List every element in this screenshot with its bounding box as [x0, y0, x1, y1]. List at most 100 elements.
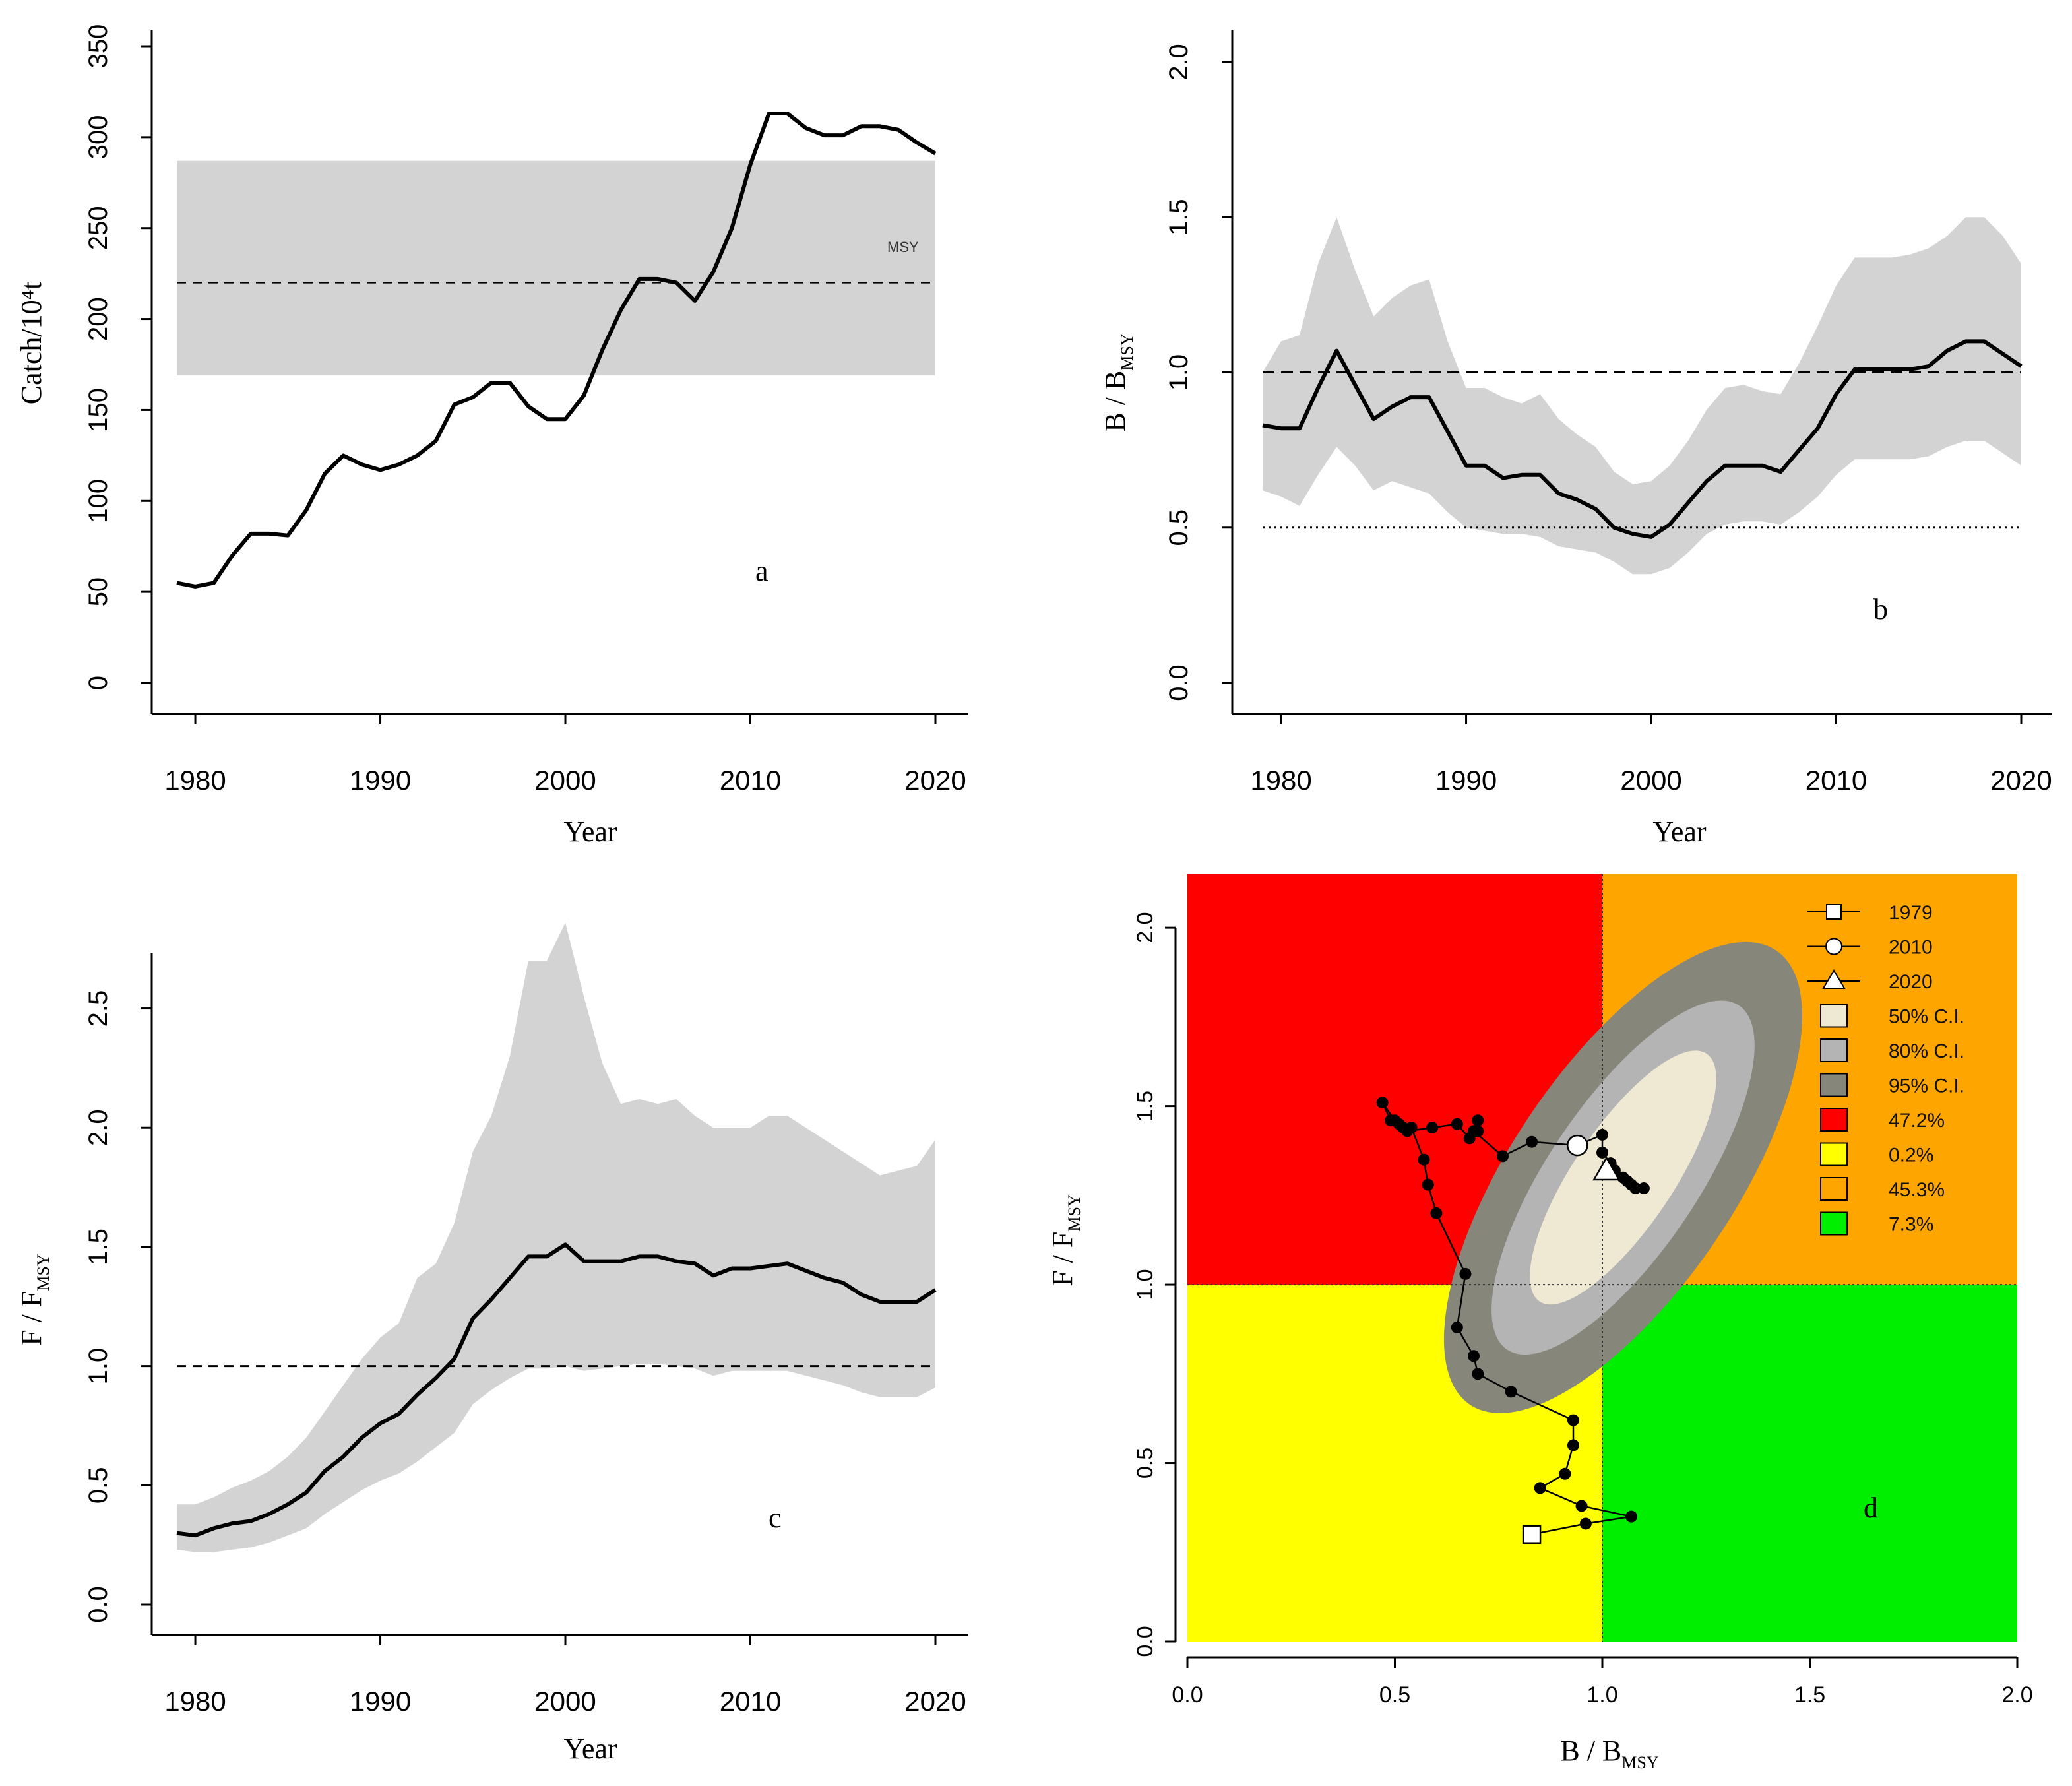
kobe-trajectory-point	[1534, 1482, 1546, 1494]
2-x-tick-label: 2010	[720, 1686, 781, 1717]
panel-d-ylabel-main: F / F	[1046, 1232, 1079, 1287]
kobe-y-tick-label: 2.0	[1133, 912, 1158, 943]
kobe-trajectory-point	[1637, 1182, 1650, 1195]
panel-c-label: c	[769, 1502, 782, 1534]
2-x-tick-label: 1990	[350, 1686, 411, 1717]
panel-d-xlabel: B / BMSY	[1560, 1735, 1659, 1772]
panel-b-ylabel-sub: MSY	[1117, 333, 1137, 371]
0-y-tick-label: 0	[84, 676, 113, 690]
kobe-trajectory-point	[1629, 1182, 1642, 1195]
kobe-trajectory-point	[1596, 1146, 1608, 1159]
panel-b-series-line	[1262, 339, 2023, 539]
kobe-trajectory-point	[1468, 1350, 1480, 1362]
legend-label: 80% C.I.	[1889, 1040, 1964, 1062]
0-y-tick-label: 350	[84, 24, 113, 69]
legend-swatch	[1820, 1004, 1848, 1028]
kobe-y-tick-label: 1.0	[1133, 1269, 1158, 1300]
kobe-end-2020-triangle	[1592, 1156, 1621, 1181]
0-y-tick-label: 150	[84, 388, 113, 432]
kobe-quadrant-green	[1602, 1285, 2017, 1642]
0-y-tick-label: 250	[84, 206, 113, 250]
kobe-x-tick-label: 0.0	[1172, 1682, 1203, 1707]
kobe-trajectory-point	[1422, 1178, 1434, 1191]
1-y-tick-label: 0.5	[1164, 509, 1193, 546]
kobe-trajectory-point	[1472, 1114, 1484, 1127]
panel-c-ylabel: F / FMSY	[15, 1254, 53, 1346]
legend-square-symbol	[1826, 904, 1842, 920]
panel-d-kobe-plot: d B / BMSY F / FMSY 0.0 0.5 1.0 1.5 2.0 0.0 0.…	[1046, 874, 2033, 1772]
kobe-trajectory-point	[1559, 1467, 1571, 1480]
0-y-tick-label: 100	[84, 479, 113, 523]
kobe-trajectory-point	[1468, 1125, 1480, 1137]
kobe-x-tick-label: 2.0	[2001, 1682, 2032, 1707]
kobe-trajectory-point	[1418, 1153, 1430, 1166]
kobe-2010-circle	[1567, 1134, 1588, 1157]
kobe-y-tick-label: 1.5	[1133, 1091, 1158, 1122]
legend-label: 0.2%	[1889, 1145, 1933, 1166]
kobe-trajectory-point	[1567, 1414, 1579, 1426]
legend-swatch	[1820, 1073, 1848, 1097]
1-x-tick-label: 2000	[1620, 765, 1681, 796]
1-x-tick-label: 1980	[1250, 765, 1311, 796]
kobe-trajectory-point	[1505, 1386, 1517, 1398]
panel-c-xlabel: Year	[563, 1733, 617, 1765]
kobe-trajectory-point	[1621, 1175, 1633, 1188]
0-y-tick-label: 300	[84, 115, 113, 159]
panel-d-ylabel-sub: MSY	[1065, 1194, 1084, 1232]
panel-a-catch-line	[176, 112, 937, 589]
panel-a-msy-band	[177, 160, 935, 376]
kobe-trajectory-point	[1393, 1118, 1405, 1130]
panel-b-biomass-chart: b Year B / BMSY 1980 1990 2000 2010 2020 0.0 0…	[1099, 30, 2052, 848]
2-x-tick-label: 2020	[904, 1686, 966, 1717]
legend-swatch	[1820, 1038, 1848, 1062]
panel-b-label: b	[1873, 593, 1888, 625]
kobe-x-tick-label: 1.5	[1794, 1682, 1825, 1707]
legend-label: 2010	[1889, 937, 1933, 959]
legend-swatch	[1820, 1142, 1848, 1166]
panel-a-xlabel: Year	[563, 815, 617, 848]
legend-label: 1979	[1889, 902, 1933, 924]
2-y-tick-label: 2.5	[84, 990, 113, 1027]
0-y-tick-label: 200	[84, 297, 113, 341]
kobe-y-tick-label: 0.5	[1133, 1448, 1158, 1479]
kobe-trajectory-point	[1579, 1517, 1592, 1530]
kobe-start-1979-square	[1522, 1525, 1542, 1544]
legend-label: 7.3%	[1889, 1214, 1933, 1236]
0-x-tick-label: 2020	[904, 765, 966, 796]
2-x-tick-label: 2000	[534, 1686, 596, 1717]
legend-label: 95% C.I.	[1889, 1075, 1964, 1097]
kobe-trajectory-point	[1451, 1321, 1463, 1333]
2-y-tick-label: 0.0	[84, 1586, 113, 1623]
1-y-tick-label: 1.5	[1164, 199, 1193, 236]
panel-d-ylabel: F / FMSY	[1046, 1194, 1084, 1287]
panel-c-series-line	[176, 1242, 937, 1538]
kobe-y-tick-label: 0.0	[1133, 1626, 1158, 1657]
1-x-tick-label: 2010	[1805, 765, 1867, 796]
kobe-trajectory-point	[1376, 1097, 1389, 1109]
1-x-tick-label: 1990	[1435, 765, 1497, 796]
0-x-tick-label: 2010	[720, 765, 781, 796]
1-y-tick-label: 1.0	[1164, 354, 1193, 391]
panel-d-label: d	[1864, 1492, 1878, 1524]
kobe-trajectory-point	[1401, 1125, 1414, 1137]
panel-b-ylabel-main: B / B	[1099, 371, 1131, 432]
panel-c-ylabel-sub: MSY	[34, 1254, 53, 1291]
legend-circle-symbol	[1825, 938, 1842, 955]
panel-a-ylabel: Catch/10⁴t	[15, 282, 47, 404]
kobe-trajectory-point	[1625, 1510, 1638, 1523]
panel-c-ci-band	[177, 922, 935, 1552]
2-y-tick-label: 2.0	[84, 1109, 113, 1146]
panel-a-msy-label: MSY	[887, 239, 919, 255]
0-x-tick-label: 2000	[534, 765, 596, 796]
0-x-tick-label: 1980	[164, 765, 226, 796]
kobe-trajectory-point	[1430, 1207, 1443, 1219]
kobe-trajectory-point	[1451, 1118, 1463, 1130]
kobe-x-tick-label: 1.0	[1586, 1682, 1617, 1707]
kobe-trajectory-point	[1575, 1500, 1588, 1512]
legend-label: 2020	[1889, 971, 1933, 993]
0-x-tick-label: 1990	[350, 765, 411, 796]
2-y-tick-label: 0.5	[84, 1467, 113, 1504]
panel-b-ylabel: B / BMSY	[1099, 333, 1137, 432]
panel-a-catch-chart: a Year Catch/10⁴t MSY 1980 1990 2000 2010 20…	[15, 24, 968, 848]
